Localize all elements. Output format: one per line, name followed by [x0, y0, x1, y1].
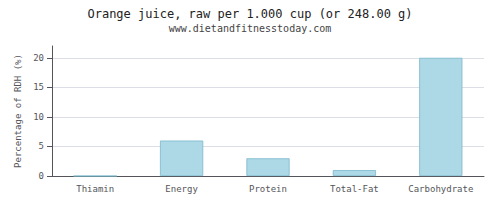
svg-text:Thiamin: Thiamin — [76, 184, 114, 194]
svg-text:20: 20 — [33, 53, 44, 63]
svg-text:Percentage of RDH (%): Percentage of RDH (%) — [13, 54, 23, 168]
svg-text:Orange juice, raw per 1.000 cu: Orange juice, raw per 1.000 cup (or 248.… — [87, 7, 412, 21]
svg-text:www.dietandfitnesstoday.com: www.dietandfitnesstoday.com — [169, 23, 332, 34]
svg-text:15: 15 — [33, 82, 44, 92]
svg-text:0: 0 — [39, 171, 44, 181]
svg-text:Total-Fat: Total-Fat — [330, 184, 379, 194]
svg-text:10: 10 — [33, 112, 44, 122]
svg-text:Protein: Protein — [249, 184, 287, 194]
svg-text:Energy: Energy — [165, 184, 198, 194]
svg-text:Carbohydrate: Carbohydrate — [408, 184, 473, 194]
svg-text:5: 5 — [39, 141, 44, 151]
